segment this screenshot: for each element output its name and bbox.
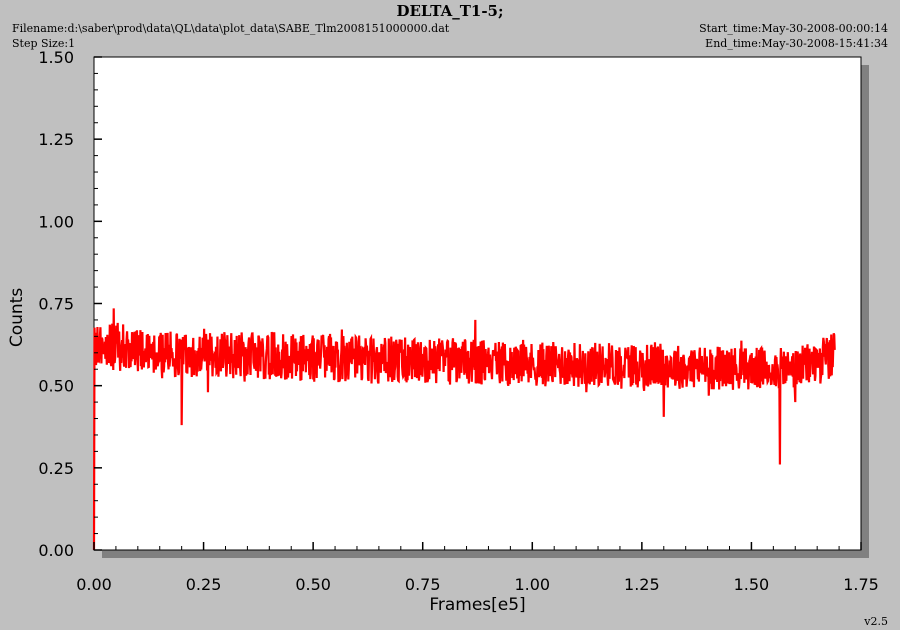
x-tick-label: 0.25: [186, 575, 222, 594]
x-tick-label: 0.75: [405, 575, 441, 594]
x-tick-label: 0.50: [295, 575, 331, 594]
y-tick-label: 1.00: [38, 212, 74, 231]
y-tick-label: 0.75: [38, 295, 74, 314]
x-tick-label: 1.50: [734, 575, 770, 594]
y-tick-label: 0.00: [38, 541, 74, 560]
filename-label: Filename:d:\saber\prod\data\QL\data\plot…: [12, 22, 450, 35]
series-line: [92, 308, 836, 551]
y-tick-label: 0.50: [38, 377, 74, 396]
x-tick-label: 1.00: [514, 575, 550, 594]
x-tick-label: 1.25: [624, 575, 660, 594]
start-time-label: Start_time:May-30-2008-00:00:14: [699, 22, 888, 35]
x-tick-label: 1.75: [843, 575, 879, 594]
y-tick-label: 1.50: [38, 48, 74, 67]
plot-area: [93, 56, 862, 551]
x-tick-label: 0.00: [76, 575, 112, 594]
y-tick-label: 1.25: [38, 130, 74, 149]
data-layer: [92, 308, 836, 551]
version-label: v2.5: [864, 615, 888, 628]
axis-layer: 0.00 0.25 0.50 0.75 1.00 1.25 1.50 0.00 0.25 0.50…: [38, 48, 878, 594]
end-time-label: End_time:May-30-2008-15:41:34: [705, 37, 888, 50]
x-axis-title: Frames[e5]: [429, 595, 525, 615]
y-axis-title: Counts: [7, 288, 27, 347]
y-tick-label: 0.25: [38, 459, 74, 478]
chart-title: DELTA_T1-5;: [396, 2, 504, 20]
step-size-label: Step Size:1: [12, 37, 76, 50]
